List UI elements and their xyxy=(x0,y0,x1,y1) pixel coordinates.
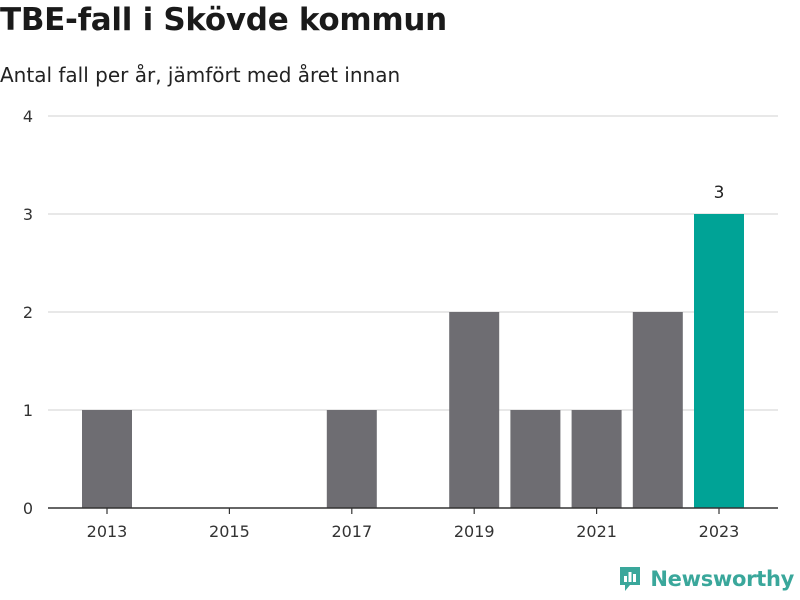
x-tick-label: 2023 xyxy=(699,522,740,541)
x-tick-label: 2013 xyxy=(87,522,128,541)
bars xyxy=(82,214,744,508)
x-tick-label: 2019 xyxy=(454,522,495,541)
y-tick-label: 4 xyxy=(23,107,33,126)
chart-title: TBE-fall i Skövde kommun xyxy=(0,2,447,38)
bar-2022 xyxy=(632,312,683,508)
x-tick-label: 2021 xyxy=(576,522,617,541)
y-tick-label: 1 xyxy=(23,401,33,420)
bar-2019 xyxy=(449,312,500,508)
chart-subtitle: Antal fall per år, jämfört med året inna… xyxy=(0,63,401,87)
y-axis-ticks: 0 1 2 3 4 xyxy=(23,107,33,518)
y-tick-label: 3 xyxy=(23,205,33,224)
data-label-2023: 3 xyxy=(714,183,725,203)
x-tick-label: 2015 xyxy=(209,522,250,541)
x-axis-ticks: 2013 2015 2017 2019 2021 2023 xyxy=(87,508,740,541)
bar-2021 xyxy=(571,410,622,508)
data-labels: 3 xyxy=(714,183,725,203)
bar-2017 xyxy=(326,410,377,508)
bar-2023 xyxy=(694,214,744,508)
bar-2013 xyxy=(82,410,132,508)
y-tick-label: 0 xyxy=(23,499,33,518)
y-tick-label: 2 xyxy=(23,303,33,322)
newsworthy-brand: Newsworthy xyxy=(618,565,794,593)
newsworthy-logo-icon xyxy=(620,567,641,591)
x-tick-label: 2017 xyxy=(331,522,372,541)
brand-name: Newsworthy xyxy=(650,567,794,591)
bar-2020 xyxy=(510,410,561,508)
